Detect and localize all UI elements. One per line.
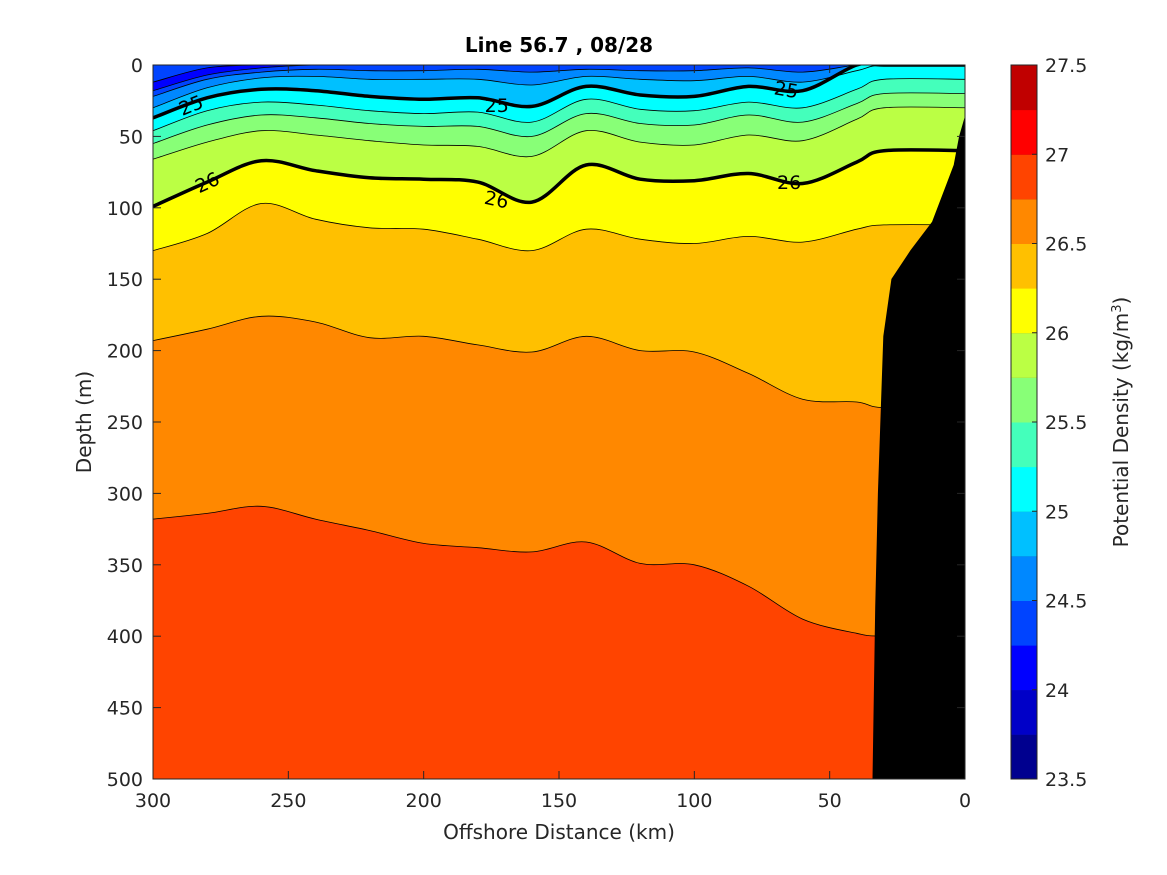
contour-line-major [153,148,965,209]
colorbar-tick-label: 26 [1045,323,1069,345]
colorbar-tick-label: 24.5 [1045,591,1087,613]
colorbar-label-close: ) [1109,297,1133,305]
contour-label-group: 26 [777,172,801,194]
y-tick-label: 500 [107,769,143,791]
colorbar-tick-label: 26.5 [1045,234,1087,256]
colorbar-swatch [1011,555,1037,601]
colorbar-tick-label: 25.5 [1045,412,1087,434]
contour-line [153,78,965,132]
x-tick-label: 250 [270,790,306,812]
colorbar-swatch [1011,65,1037,111]
contour-label-group: 25 [772,77,800,103]
contour-line [153,505,965,637]
colorbar-swatch [1011,377,1037,423]
y-axis-label: Depth (m) [72,371,96,473]
contour-line [153,92,965,144]
y-tick-label: 100 [107,198,143,220]
y-tick-label: 300 [107,483,143,505]
colorbar-swatch [1011,243,1037,289]
colorbar-swatch [1011,109,1037,155]
colorbar-swatch [1011,645,1037,691]
y-tick-label: 350 [107,555,143,577]
colorbar-swatch [1011,198,1037,244]
y-tick-label: 400 [107,626,143,648]
y-tick-label: 150 [107,269,143,291]
contour-line-major [153,65,965,120]
contour-fill-layer [153,65,965,779]
contour-line [153,65,965,97]
colorbar-swatch [1011,689,1037,735]
contour-line [153,202,965,252]
contour-label: 25 [485,95,509,117]
y-tick-label: 0 [131,55,143,77]
chart-title: Line 56.7 , 08/28 [465,33,653,57]
y-tick-label: 50 [119,126,143,148]
colorbar-swatch [1011,734,1037,780]
bathymetry-mask-layer [872,109,965,779]
contour-line [153,315,965,409]
x-axis: 300 250 200 150 100 50 0 [135,65,971,812]
y-axis: 0 50 100 150 200 250 300 350 400 450 500 [107,55,965,791]
contour-band [153,65,965,91]
colorbar-swatch [1011,332,1037,378]
colorbar-swatch [1011,600,1037,646]
colorbar [1011,64,1037,780]
x-tick-label: 300 [135,790,171,812]
contour-line [153,65,965,92]
colorbar-tick-label: 23.5 [1045,769,1087,791]
colorbar-swatch [1011,466,1037,512]
contour-line [153,106,965,160]
contour-label-group: 26 [482,187,510,214]
colorbar-swatch [1011,511,1037,557]
colorbar-swatch [1011,422,1037,468]
contour-label: 26 [482,187,510,214]
colorbar-swatch [1011,288,1037,334]
colorbar-tick-label: 25 [1045,501,1069,523]
colorbar-label: Potential Density (kg/m3) [1109,297,1133,548]
contour-label-group: 25 [485,95,509,117]
colorbar-tick-label: 27.5 [1045,55,1087,77]
x-tick-label: 0 [959,790,971,812]
colorbar-swatch [1011,154,1037,200]
bathymetry-mask [872,109,965,779]
x-tick-label: 150 [541,790,577,812]
x-axis-label: Offshore Distance (km) [443,820,675,844]
y-tick-label: 200 [107,341,143,363]
colorbar-tick-label: 27 [1045,144,1069,166]
colorbar-ticks: 23.5 24 24.5 25 25.5 26 26.5 27 27.5 [1032,55,1087,791]
colorbar-label-superscript: 3 [1110,304,1125,312]
x-tick-label: 200 [406,790,442,812]
colorbar-tick-label: 24 [1045,680,1069,702]
contour-label: 25 [772,77,800,103]
y-tick-label: 450 [107,698,143,720]
x-tick-label: 50 [818,790,842,812]
y-tick-label: 250 [107,412,143,434]
x-tick-label: 100 [676,790,712,812]
colorbar-label-text: Potential Density (kg/m [1109,313,1133,548]
contour-label: 26 [777,172,801,194]
